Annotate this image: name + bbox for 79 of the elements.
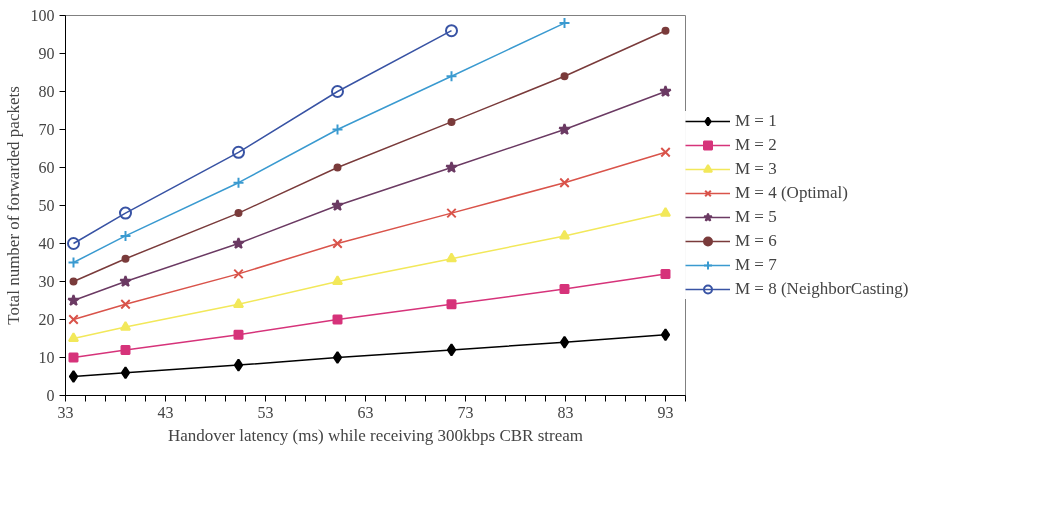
point — [559, 335, 570, 349]
point — [233, 329, 244, 340]
point — [119, 275, 132, 287]
point — [67, 237, 80, 250]
point — [446, 299, 457, 310]
y-tick-label: 80 — [38, 83, 55, 100]
point — [333, 163, 342, 172]
point — [446, 252, 457, 263]
point — [661, 26, 670, 35]
point — [660, 147, 671, 158]
point — [232, 145, 245, 159]
point — [120, 366, 131, 380]
point — [559, 229, 570, 240]
legend-label: M = 6 — [735, 231, 777, 251]
point — [119, 206, 132, 220]
point — [233, 358, 244, 372]
point — [234, 209, 243, 218]
x-tick-label: 63 — [357, 403, 374, 421]
y-tick-label: 60 — [38, 159, 55, 176]
y-axis-title: Total number of forwarded packets — [3, 86, 23, 325]
y-tick-label: 50 — [38, 197, 55, 214]
point — [232, 237, 245, 249]
point — [68, 352, 79, 363]
legend-label: M = 2 — [735, 135, 777, 155]
x-tick-label: 93 — [657, 403, 674, 421]
point — [332, 351, 343, 364]
point — [659, 85, 672, 97]
point — [67, 294, 80, 306]
point — [68, 370, 79, 383]
y-tick-label: 100 — [30, 7, 55, 24]
point — [559, 284, 570, 295]
legend-label: M = 5 — [735, 207, 777, 227]
x-tick-label: 43 — [157, 403, 174, 421]
point — [331, 85, 344, 98]
x-tick-label: 83 — [557, 403, 574, 421]
y-tick-label: 10 — [38, 349, 55, 366]
point — [232, 176, 245, 189]
point — [446, 207, 457, 219]
point — [120, 320, 131, 331]
point — [447, 117, 456, 126]
y-tick-label: 70 — [38, 121, 55, 138]
point — [332, 275, 343, 286]
point — [120, 299, 131, 310]
point — [68, 314, 79, 325]
point — [331, 199, 344, 211]
point — [332, 238, 343, 249]
x-tick-label: 73 — [457, 403, 474, 421]
point — [445, 161, 458, 173]
point — [445, 70, 458, 83]
point — [660, 328, 671, 342]
point — [558, 123, 571, 135]
x-tick-label: 53 — [257, 403, 274, 421]
point — [560, 72, 569, 81]
point — [233, 268, 244, 280]
y-tick-label: 0 — [46, 387, 55, 404]
legend-label: M = 7 — [735, 255, 777, 275]
point — [69, 277, 78, 286]
x-tick-label: 33 — [57, 403, 74, 421]
point — [660, 206, 671, 217]
point — [559, 177, 570, 188]
point — [68, 332, 79, 343]
y-tick-label: 30 — [38, 273, 55, 290]
legend-label: M = 4 (Optimal) — [735, 183, 848, 203]
point — [332, 314, 343, 325]
point — [233, 298, 244, 308]
legend-label: M = 8 (NeighborCasting) — [735, 279, 909, 299]
y-tick-label: 20 — [38, 311, 55, 328]
point — [446, 343, 457, 357]
point — [121, 254, 130, 263]
point — [67, 256, 80, 269]
y-tick-label: 40 — [38, 235, 55, 252]
legend-label: M = 3 — [735, 159, 777, 179]
x-axis-title: Handover latency (ms) while receiving 300kbps CBR stream — [168, 425, 583, 445]
point — [445, 24, 458, 38]
point — [660, 268, 671, 279]
legend-label: M = 1 — [735, 111, 777, 131]
point — [331, 123, 344, 136]
point — [120, 344, 131, 355]
y-tick-label: 90 — [38, 45, 55, 62]
